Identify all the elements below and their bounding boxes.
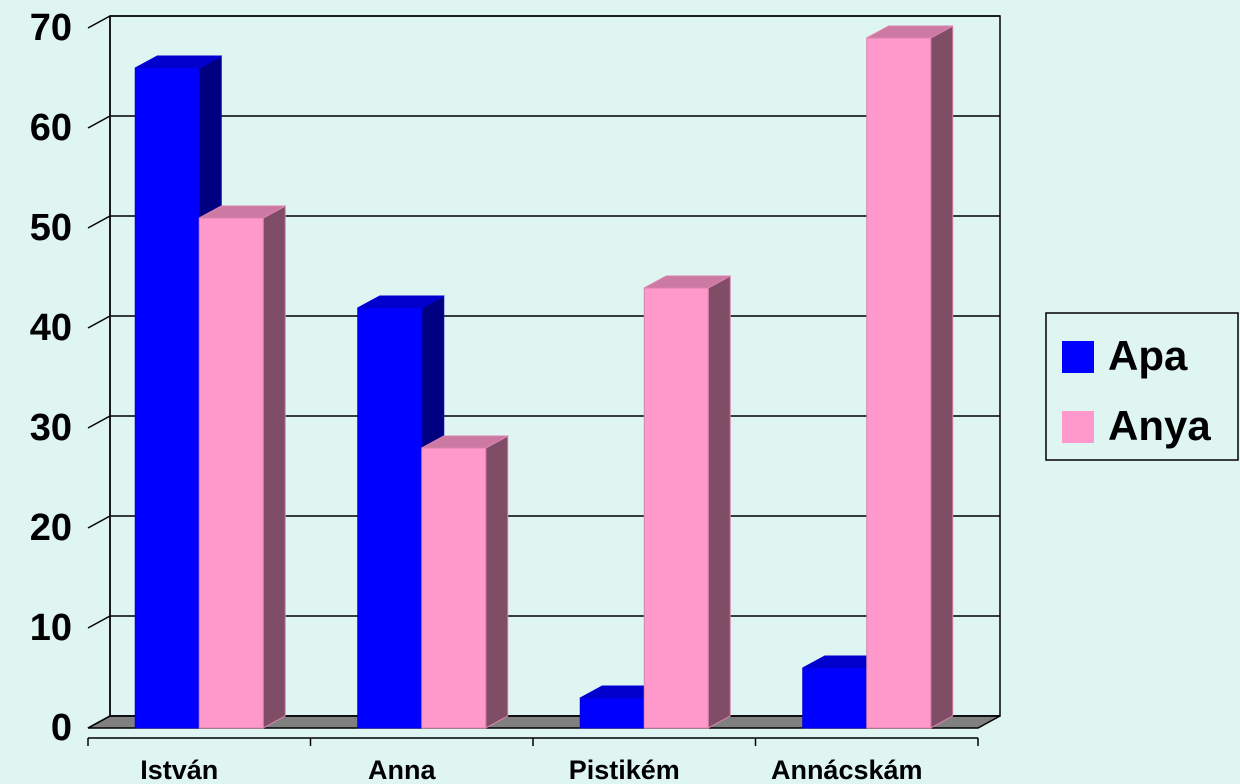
bar-side — [930, 25, 954, 729]
bar-front — [134, 67, 200, 729]
bar-front — [421, 447, 487, 729]
bar — [421, 435, 509, 729]
y-tick — [87, 15, 111, 29]
legend-swatch — [1062, 341, 1094, 373]
y-tick — [87, 315, 111, 329]
bar-side — [707, 275, 731, 729]
y-tick-label: 30 — [30, 407, 72, 449]
y-tick-label: 10 — [30, 607, 72, 649]
bar-side — [262, 205, 286, 729]
legend-label: Anya — [1108, 402, 1211, 449]
y-tick — [87, 415, 111, 429]
bar-side — [485, 435, 509, 729]
y-tick-label: 20 — [30, 507, 72, 549]
bar — [866, 25, 954, 729]
y-tick — [87, 215, 111, 229]
y-tick — [87, 715, 111, 729]
bar — [198, 205, 286, 729]
bar-front — [866, 37, 932, 729]
y-tick-label: 50 — [30, 207, 72, 249]
legend-swatch — [1062, 411, 1094, 443]
bar-front — [643, 287, 709, 729]
x-tick-label: Anna — [368, 755, 436, 784]
y-tick-label: 0 — [51, 707, 72, 749]
bar — [643, 275, 731, 729]
y-tick — [87, 615, 111, 629]
y-tick — [87, 515, 111, 529]
y-tick-label: 40 — [30, 307, 72, 349]
y-tick — [87, 115, 111, 129]
bar-front — [802, 667, 868, 729]
bar-front — [198, 217, 264, 729]
bar-front — [579, 697, 645, 729]
y-tick-label: 60 — [30, 107, 72, 149]
x-tick-label: István — [140, 755, 218, 784]
y-tick-label: 70 — [30, 7, 72, 49]
legend-label: Apa — [1108, 332, 1188, 379]
x-tick-label: Pistikém — [569, 755, 680, 784]
x-tick-label: Annácskám — [771, 755, 923, 784]
bar-front — [357, 307, 423, 729]
